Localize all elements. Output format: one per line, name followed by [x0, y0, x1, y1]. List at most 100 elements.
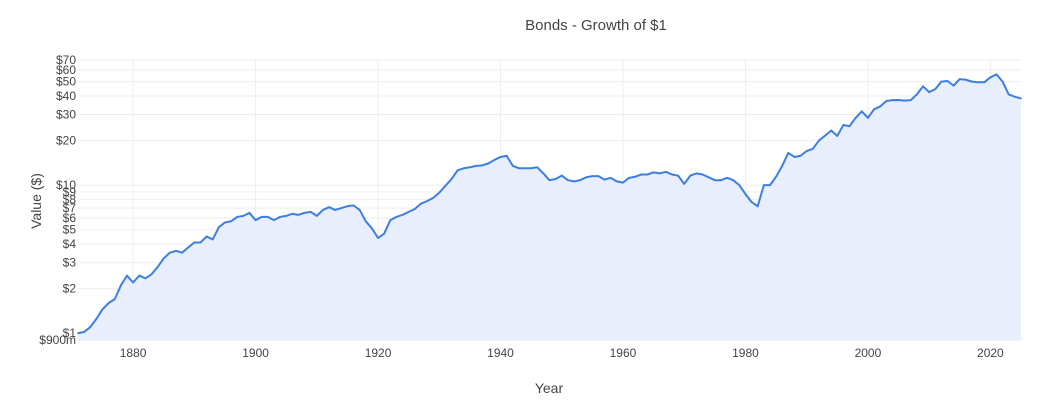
y-axis-ticks: $900m$1 $2 $3 $4$5$6$7$8$9$10 $20 $30 $40$50$6… [39, 53, 76, 347]
x-tick-label: 1940 [487, 346, 514, 360]
data-point [793, 156, 796, 158]
data-point [444, 184, 447, 187]
data-point [309, 211, 312, 213]
data-point [683, 183, 686, 185]
data-point [101, 308, 104, 311]
data-point [585, 176, 588, 179]
data-point [230, 220, 232, 223]
data-point [781, 165, 783, 167]
data-point [291, 213, 294, 215]
y-tick-label: $70 [56, 53, 76, 67]
data-point [738, 184, 741, 186]
data-point [952, 84, 955, 87]
data-point [371, 227, 373, 230]
data-point [334, 209, 336, 211]
data-point [524, 167, 526, 170]
data-point [744, 193, 747, 195]
data-point [413, 208, 416, 210]
data-point [487, 162, 490, 165]
data-point [940, 80, 943, 83]
data-point [395, 216, 398, 218]
data-point [573, 180, 575, 183]
x-tick-label: 1980 [732, 346, 759, 360]
data-point [658, 172, 661, 175]
data-point [420, 202, 422, 205]
data-point [567, 179, 569, 181]
data-point [548, 179, 551, 181]
data-point [622, 181, 624, 184]
data-point [438, 191, 441, 194]
data-point [916, 93, 918, 96]
data-points [77, 73, 1022, 335]
data-point [652, 171, 655, 174]
data-point [162, 257, 165, 260]
data-point [530, 167, 532, 170]
data-point [260, 216, 263, 218]
data-point [536, 166, 539, 169]
data-point [505, 154, 508, 157]
data-point [95, 318, 98, 320]
data-point [499, 156, 502, 158]
data-point [426, 200, 428, 202]
x-tick-label: 2020 [977, 346, 1004, 360]
data-point [628, 177, 630, 179]
data-point [554, 178, 557, 180]
data-point [224, 221, 226, 224]
data-point [726, 177, 728, 179]
data-point [1014, 96, 1016, 98]
data-point [732, 179, 734, 181]
data-point [254, 219, 257, 221]
data-point [346, 205, 349, 208]
data-point [928, 91, 930, 93]
data-point [211, 238, 214, 241]
data-point [873, 108, 875, 111]
x-tick-label: 1960 [610, 346, 637, 360]
data-point [756, 205, 759, 208]
data-point [242, 215, 245, 217]
data-point [640, 173, 643, 176]
data-point [836, 135, 839, 137]
data-point [218, 226, 220, 228]
data-point [542, 172, 545, 175]
data-point [511, 165, 514, 167]
data-point [695, 172, 698, 175]
data-point [401, 214, 404, 216]
data-point [156, 266, 159, 268]
data-point [560, 174, 563, 177]
data-point [616, 180, 618, 183]
y-tick-label: $50 [56, 75, 76, 89]
data-point [671, 173, 673, 176]
data-point [120, 284, 122, 287]
y-tick-label: $10 [56, 178, 76, 192]
y-tick-label: $3 [63, 256, 77, 270]
data-point [897, 99, 900, 101]
data-point [138, 274, 141, 277]
data-point [273, 219, 275, 221]
data-point [983, 81, 986, 84]
y-tick-label: $900m [39, 333, 76, 347]
data-point [193, 241, 196, 244]
data-point [132, 281, 134, 284]
y-tick-label: $40 [56, 89, 76, 103]
y-tick-label: $9 [63, 185, 77, 199]
data-point [965, 78, 967, 81]
data-point [854, 116, 857, 119]
data-point [377, 237, 379, 239]
y-tick-label: $20 [56, 134, 76, 148]
area-fill [78, 74, 1021, 340]
data-point [481, 164, 483, 167]
data-point [169, 251, 171, 254]
data-point [365, 220, 367, 223]
data-point [150, 273, 153, 276]
data-point [248, 212, 251, 214]
data-point [358, 209, 361, 211]
data-point [328, 206, 330, 208]
data-point [236, 216, 239, 218]
data-point [175, 250, 177, 252]
data-point [279, 216, 281, 218]
data-point [205, 235, 208, 238]
data-point [267, 216, 269, 218]
data-point [181, 251, 183, 254]
data-point [89, 326, 92, 328]
